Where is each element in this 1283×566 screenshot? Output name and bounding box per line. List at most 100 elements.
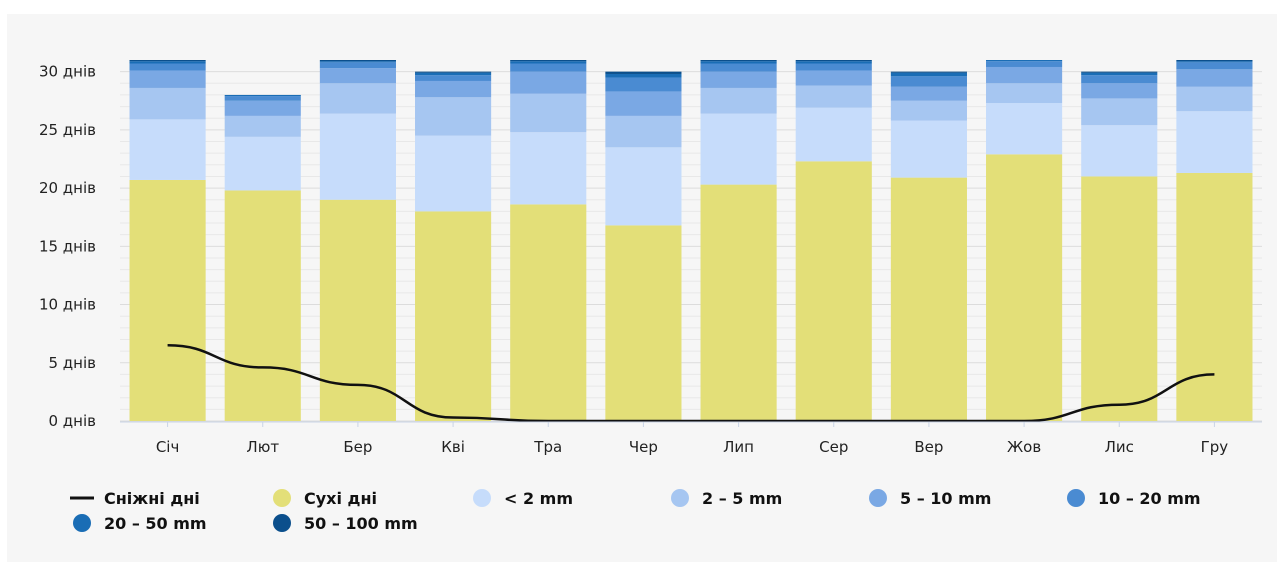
bar-segment-3-Сер — [795, 85, 872, 108]
bar-segment-3-Жов — [986, 83, 1063, 104]
bar-segment-3-Лип — [700, 87, 777, 114]
bar-segment-5-Січ — [129, 63, 206, 71]
bar-segment-2-Чер — [605, 147, 682, 226]
grid-lines — [120, 71, 1262, 422]
legend-label: 20 – 50 mm — [104, 514, 207, 533]
y-tick-label: 15 днів — [39, 237, 96, 255]
bar-segment-5-Чер — [605, 77, 682, 92]
bar-segment-4-Січ — [129, 70, 206, 88]
legend-label: 50 – 100 mm — [304, 514, 418, 533]
legend-dot-swatch — [869, 489, 887, 507]
bar-segment-3-Тра — [510, 93, 587, 133]
bar-segment-7-Сер — [795, 60, 872, 62]
bar-segment-2-Бер — [319, 113, 396, 200]
bar-segment-2-Гру — [1176, 111, 1253, 173]
bar-segment-2-Лют — [224, 136, 301, 191]
snow-days-line — [167, 344, 1215, 423]
bar-segment-2-Жов — [986, 103, 1063, 155]
bar-segment-5-Лип — [700, 63, 777, 72]
legend-item: < 2 mm — [473, 489, 573, 508]
bar-segment-4-Лют — [224, 100, 301, 116]
bar-segment-2-Лип — [700, 113, 777, 185]
bar-segment-3-Чер — [605, 115, 682, 148]
legend-label: < 2 mm — [504, 489, 573, 508]
x-tick-label: Чер — [629, 438, 658, 456]
bar-segment-7-Лис — [1081, 71, 1158, 73]
y-tick-label: 5 днів — [49, 354, 97, 372]
bar-segment-5-Кві — [415, 75, 492, 81]
legend-label: 2 – 5 mm — [702, 489, 782, 508]
legend-dot-swatch — [473, 489, 491, 507]
x-tick-label: Лип — [723, 438, 754, 456]
bar-segment-6-Сер — [795, 61, 872, 64]
bar-segment-2-Січ — [129, 119, 206, 180]
bar-segment-4-Сер — [795, 70, 872, 86]
bar-segment-3-Гру — [1176, 86, 1253, 112]
legend-item: 50 – 100 mm — [273, 514, 418, 533]
bar-segment-5-Лют — [224, 96, 301, 101]
bar-segment-1-Чер — [605, 225, 682, 421]
bar-segment-2-Тра — [510, 132, 587, 205]
legend-label: Сухі дні — [304, 489, 377, 508]
x-tick-label: Січ — [156, 438, 180, 456]
bar-segment-6-Лип — [700, 61, 777, 64]
bar-segment-3-Вер — [890, 100, 967, 121]
legend-item: Сухі дні — [273, 489, 377, 508]
x-tick-label: Бер — [343, 438, 372, 456]
legend-item: 5 – 10 mm — [869, 489, 991, 508]
bar-segment-4-Жов — [986, 66, 1063, 84]
bar-segment-3-Січ — [129, 87, 206, 120]
bar-segment-6-Гру — [1176, 61, 1253, 63]
legend-dot-swatch — [671, 489, 689, 507]
bar-segment-7-Січ — [129, 60, 206, 62]
legend: Снiжнi днi Сухі дні < 2 mm 2 – 5 mm 5 – 10 m… — [70, 489, 1201, 533]
y-tick-label: 25 днів — [39, 121, 96, 139]
bar-segment-6-Січ — [129, 61, 206, 64]
bar-segment-3-Кві — [415, 97, 492, 136]
bar-segment-5-Лис — [1081, 75, 1158, 84]
legend-dot-swatch — [1067, 489, 1085, 507]
x-tick-label: Гру — [1201, 438, 1229, 456]
bar-segment-5-Жов — [986, 61, 1063, 67]
bar-segment-3-Лют — [224, 115, 301, 137]
bar-segment-1-Лют — [224, 190, 301, 421]
x-tick-label: Лют — [246, 438, 279, 456]
bar-segment-6-Лют — [224, 94, 301, 97]
bar-segment-7-Бер — [319, 60, 396, 62]
bar-segment-7-Чер — [605, 71, 682, 74]
bar-segment-1-Сер — [795, 161, 872, 421]
bar-segment-1-Вер — [890, 177, 967, 421]
bar-segment-5-Бер — [319, 62, 396, 69]
bar-segment-2-Лис — [1081, 125, 1158, 177]
bar-segment-1-Гру — [1176, 172, 1253, 421]
bar-segment-1-Кві — [415, 211, 492, 421]
bar-segment-4-Лип — [700, 71, 777, 88]
bar-segment-3-Лис — [1081, 98, 1158, 126]
y-axis: 0 днів 5 днів 10 днів 15 днів 20 днів 25 днів… — [39, 63, 96, 430]
x-tick-label: Вер — [914, 438, 943, 456]
bar-segment-6-Бер — [319, 61, 396, 63]
legend-dot-swatch — [273, 514, 291, 532]
x-tick-label: Тра — [533, 438, 562, 456]
y-tick-label: 20 днів — [39, 179, 96, 197]
legend-label: 10 – 20 mm — [1098, 489, 1201, 508]
bar-segment-7-Гру — [1176, 60, 1253, 62]
x-tick-label: Жов — [1007, 438, 1041, 456]
bar-segment-1-Лип — [700, 184, 777, 421]
bar-segment-1-Тра — [510, 204, 587, 421]
bar-segment-6-Вер — [890, 72, 967, 77]
bar-segment-7-Лип — [700, 60, 777, 62]
legend-label: Снiжнi днi — [104, 489, 200, 508]
bar-segment-4-Вер — [890, 86, 967, 101]
bar-segment-6-Лис — [1081, 72, 1158, 76]
bar-segment-4-Бер — [319, 68, 396, 84]
y-tick-label: 0 днів — [49, 412, 97, 430]
bar-segment-4-Чер — [605, 91, 682, 116]
y-tick-label: 30 днів — [39, 63, 96, 81]
snow-days-line-path — [167, 344, 1215, 423]
bar-segment-1-Жов — [986, 154, 1063, 421]
legend-dot-swatch — [73, 514, 91, 532]
bar-segment-3-Бер — [319, 83, 396, 114]
legend-dot-swatch — [273, 489, 291, 507]
bar-segment-4-Кві — [415, 80, 492, 98]
